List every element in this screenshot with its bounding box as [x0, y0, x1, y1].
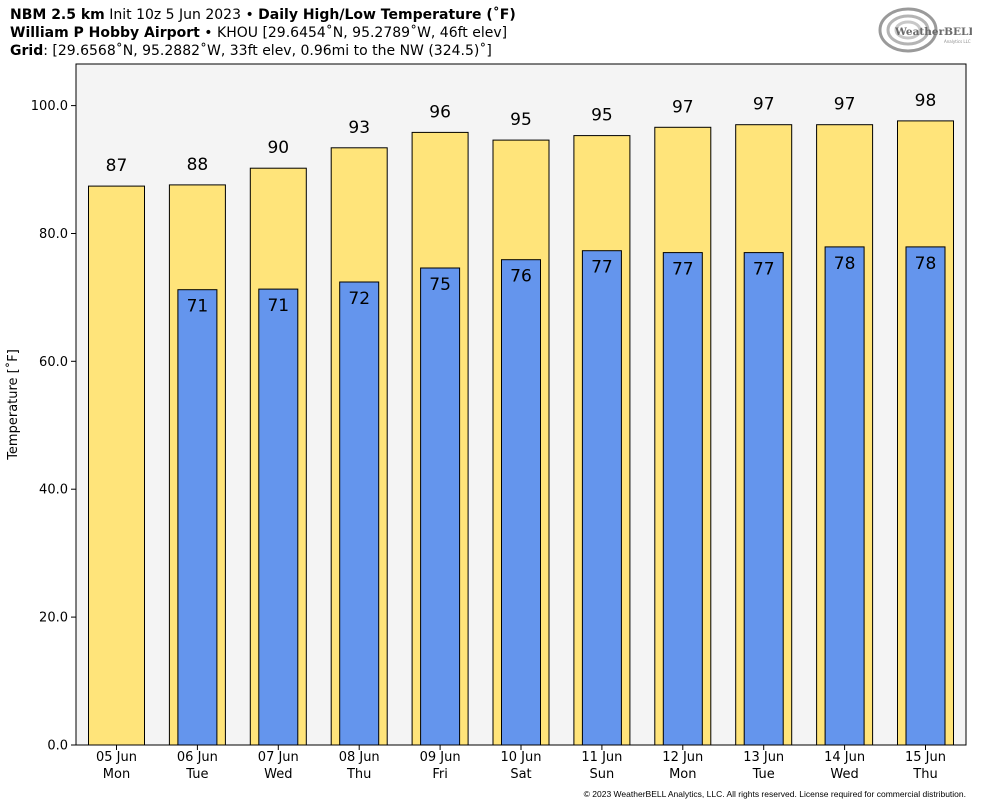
high-value-label: 88 — [187, 155, 209, 175]
header-line-2: William P Hobby Airport • KHOU [29.6454˚… — [10, 24, 830, 42]
x-tick-date-label: 11 Jun — [581, 750, 622, 765]
x-tick-date-label: 08 Jun — [339, 750, 380, 765]
y-axis: 0.0 20.0 40.0 60.0 80.0 100.0 — [31, 99, 76, 754]
high-value-label: 90 — [267, 138, 289, 158]
high-value-label: 97 — [672, 97, 694, 117]
logo-text: WeatherBELL — [894, 26, 972, 38]
logo-subtext: Analytics LLC — [944, 39, 971, 44]
low-value-label: 77 — [753, 260, 775, 280]
x-tick-day-label: Sun — [590, 767, 615, 782]
low-temperature-labels: 71 71 72 75 76 77 77 77 78 78 — [187, 254, 937, 317]
station-location: KHOU [29.6454˚N, 95.2789˚W, 46ft elev] — [217, 25, 508, 41]
header-separator: • — [245, 7, 254, 23]
init-time: Init 10z 5 Jun 2023 — [109, 7, 241, 23]
x-tick-day-label: Wed — [264, 767, 292, 782]
high-value-label: 97 — [834, 95, 856, 115]
x-tick-day-label: Wed — [830, 767, 858, 782]
low-bar — [743, 252, 784, 746]
y-tick-label: 80.0 — [39, 227, 68, 242]
x-tick-date-label: 07 Jun — [258, 750, 299, 765]
high-value-label: 95 — [510, 110, 532, 130]
y-axis-label: Temperature [˚F] — [5, 349, 21, 461]
header-separator: • — [204, 25, 213, 41]
low-bar — [177, 289, 218, 746]
low-value-label: 71 — [187, 297, 209, 317]
x-axis: 05 Jun Mon 06 Jun Tue 07 Jun Wed 08 Jun Thu 09 J… — [96, 745, 946, 782]
grid-label: Grid — [10, 43, 44, 59]
low-bar — [905, 246, 946, 746]
x-tick-day-label: Thu — [912, 767, 937, 782]
x-tick-date-label: 10 Jun — [501, 750, 542, 765]
low-value-label: 77 — [591, 258, 613, 278]
product-name: Daily High/Low Temperature (˚F) — [258, 7, 516, 23]
logo-swirl-icon — [878, 7, 938, 53]
x-tick-day-label: Tue — [752, 767, 775, 782]
grid-location: : [29.6568˚N, 95.2882˚W, 33ft elev, 0.96… — [43, 43, 492, 59]
y-tick-label: 40.0 — [39, 483, 68, 498]
x-tick-date-label: 13 Jun — [743, 750, 784, 765]
y-tick-label: 0.0 — [47, 739, 68, 754]
high-bar — [88, 185, 145, 746]
header-line-1: NBM 2.5 km Init 10z 5 Jun 2023 • Daily H… — [10, 6, 830, 24]
x-tick-date-label: 06 Jun — [177, 750, 218, 765]
weatherbell-logo: WeatherBELL Analytics LLC — [878, 7, 972, 53]
low-bar — [824, 246, 865, 746]
high-value-label: 96 — [429, 102, 451, 122]
y-tick-label: 100.0 — [31, 99, 68, 114]
high-value-label: 95 — [591, 106, 613, 126]
copyright-notice: © 2023 WeatherBELL Analytics, LLC. All r… — [583, 789, 966, 799]
x-tick-day-label: Sat — [510, 767, 531, 782]
low-bar — [662, 252, 703, 746]
x-tick-day-label: Tue — [185, 767, 208, 782]
low-bar — [420, 267, 461, 746]
low-value-label: 78 — [915, 254, 937, 274]
chart-header: NBM 2.5 km Init 10z 5 Jun 2023 • Daily H… — [10, 6, 830, 60]
low-temperature-bars — [177, 246, 946, 746]
low-value-label: 71 — [267, 296, 289, 316]
high-value-label: 98 — [915, 91, 937, 111]
low-bar — [581, 250, 622, 746]
x-tick-date-label: 09 Jun — [420, 750, 461, 765]
low-value-label: 72 — [348, 289, 370, 309]
header-line-3: Grid: [29.6568˚N, 95.2882˚W, 33ft elev, … — [10, 42, 830, 60]
low-bar — [501, 259, 541, 746]
model-name: NBM 2.5 km — [10, 7, 105, 23]
low-value-label: 75 — [429, 275, 451, 295]
low-value-label: 78 — [834, 254, 856, 274]
x-tick-day-label: Fri — [432, 767, 448, 782]
x-tick-date-label: 12 Jun — [662, 750, 703, 765]
x-tick-date-label: 15 Jun — [905, 750, 946, 765]
station-name: William P Hobby Airport — [10, 25, 200, 41]
y-tick-label: 60.0 — [39, 355, 68, 370]
low-value-label: 77 — [672, 260, 694, 280]
high-value-label: 93 — [348, 118, 370, 138]
y-tick-label: 20.0 — [39, 611, 68, 626]
low-bar — [258, 288, 299, 746]
x-tick-day-label: Thu — [346, 767, 371, 782]
high-temperature-labels: 87 88 90 93 96 95 95 97 97 97 98 — [106, 91, 937, 176]
x-tick-date-label: 05 Jun — [96, 750, 137, 765]
high-value-label: 87 — [106, 156, 128, 176]
x-tick-date-label: 14 Jun — [824, 750, 865, 765]
low-bar — [339, 281, 380, 746]
x-tick-day-label: Mon — [669, 767, 696, 782]
low-value-label: 76 — [510, 267, 532, 287]
high-value-label: 97 — [753, 95, 775, 115]
x-tick-day-label: Mon — [103, 767, 130, 782]
